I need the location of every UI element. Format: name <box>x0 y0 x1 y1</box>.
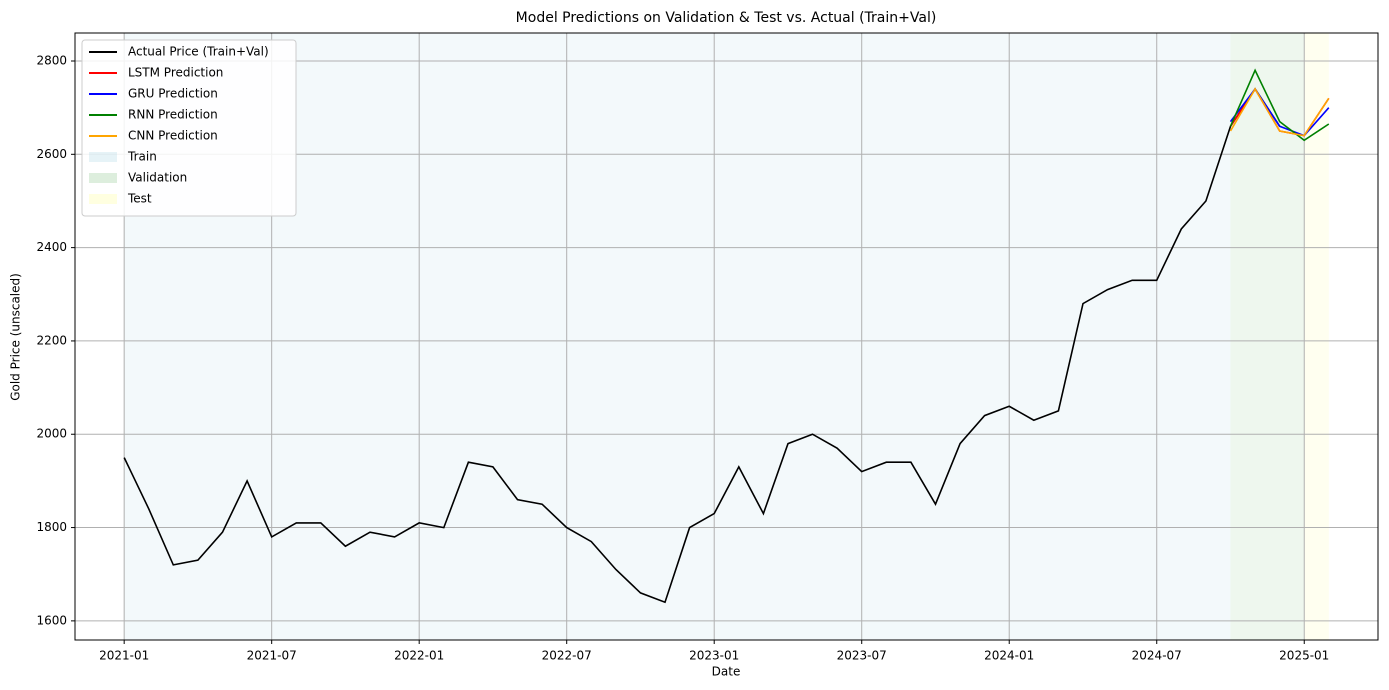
x-tick-label: 2022-07 <box>542 649 592 663</box>
legend-label: Actual Price (Train+Val) <box>128 45 269 59</box>
legend-box <box>81 39 297 217</box>
y-tick-label: 1800 <box>36 520 67 534</box>
x-tick-label: 2024-01 <box>984 649 1034 663</box>
plot-frame <box>74 32 1379 641</box>
y-tick-label: 2400 <box>36 240 67 254</box>
x-tick-label: 2023-01 <box>689 649 739 663</box>
legend-label: GRU Prediction <box>128 87 218 101</box>
y-tick-label: 2800 <box>36 53 67 67</box>
series-line <box>1229 68 1330 142</box>
x-tick-label: 2024-07 <box>1132 649 1182 663</box>
legend-label: CNN Prediction <box>128 129 218 143</box>
y-axis-label: Gold Price (unscaled) <box>9 273 23 401</box>
x-tick-label: 2021-01 <box>99 649 149 663</box>
span-2 <box>1304 33 1329 640</box>
series-line <box>1229 87 1330 137</box>
y-tick-label: 2600 <box>36 147 67 161</box>
chart-title: Model Predictions on Validation & Test v… <box>516 10 937 26</box>
x-tick-label: 2025-01 <box>1279 649 1329 663</box>
legend-swatch <box>89 194 117 204</box>
legend-label: Train <box>127 150 157 164</box>
series-line <box>123 87 1281 604</box>
span-1 <box>1230 33 1305 640</box>
legend-label: Validation <box>128 171 187 185</box>
span-0 <box>124 33 1231 640</box>
y-tick-label: 2200 <box>36 333 67 347</box>
x-tick-label: 2023-07 <box>837 649 887 663</box>
x-axis-label: Date <box>712 665 741 679</box>
x-tick-label: 2022-01 <box>394 649 444 663</box>
y-tick-label: 2000 <box>36 427 67 441</box>
legend-label: Test <box>127 192 152 206</box>
legend-label: LSTM Prediction <box>128 66 223 80</box>
legend-swatch <box>89 173 117 183</box>
y-tick-label: 1600 <box>36 613 67 627</box>
legend-swatch <box>89 152 117 162</box>
series-line <box>1229 87 1330 137</box>
legend: Actual Price (Train+Val) LSTM Prediction G… <box>81 39 297 217</box>
legend-label: RNN Prediction <box>128 108 218 122</box>
x-tick-label: 2021-07 <box>247 649 297 663</box>
